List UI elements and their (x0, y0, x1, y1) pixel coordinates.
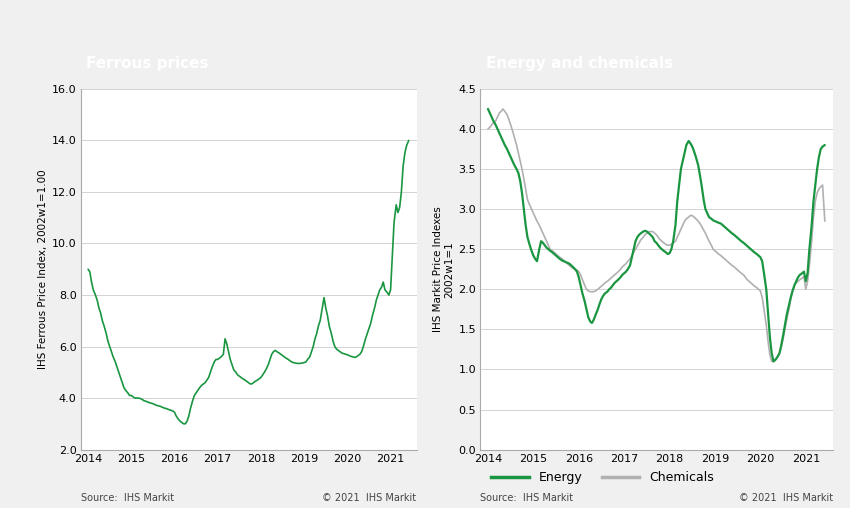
Y-axis label: IHS Markit Price Indexes
2002w1=1: IHS Markit Price Indexes 2002w1=1 (433, 206, 454, 332)
Text: Source:  IHS Markit: Source: IHS Markit (81, 493, 174, 503)
Legend: Energy, Chemicals: Energy, Chemicals (486, 466, 719, 489)
Text: Source:  IHS Markit: Source: IHS Markit (480, 493, 574, 503)
Text: © 2021  IHS Markit: © 2021 IHS Markit (739, 493, 833, 503)
Y-axis label: IHS Ferrous Price Index, 2002w1=1.00: IHS Ferrous Price Index, 2002w1=1.00 (37, 170, 48, 369)
Text: © 2021  IHS Markit: © 2021 IHS Markit (322, 493, 416, 503)
Text: Ferrous prices: Ferrous prices (86, 56, 208, 71)
Text: Energy and chemicals: Energy and chemicals (485, 56, 672, 71)
